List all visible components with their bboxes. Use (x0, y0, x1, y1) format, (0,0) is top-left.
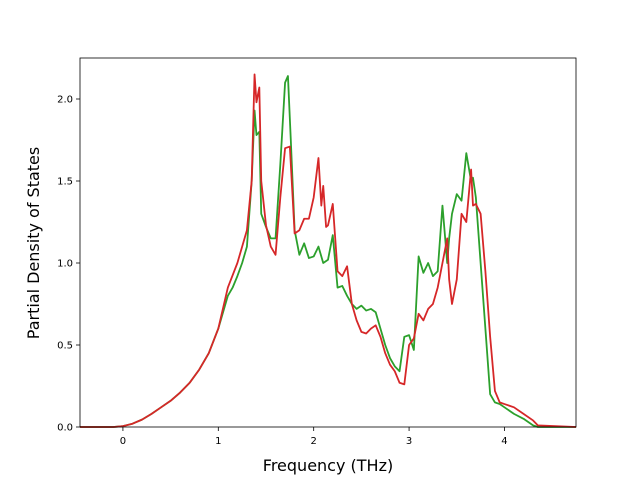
plot-frame (79, 57, 577, 428)
x-tick-label: 0 (120, 436, 126, 447)
y-axis-label: Partial Density of States (24, 147, 43, 339)
y-tick-label: 2.0 (57, 95, 73, 106)
x-tick-label: 4 (501, 436, 507, 447)
y-tick-label: 0.5 (57, 341, 73, 352)
series-line-2 (80, 73, 577, 428)
series-layer (80, 73, 577, 428)
x-tick-label: 3 (406, 436, 412, 447)
y-tick-label: 1.5 (57, 177, 73, 188)
y-tick-label: 0.0 (57, 423, 73, 434)
x-axis-ticks: 0 1 2 3 4 (120, 427, 508, 447)
x-tick-label: 1 (215, 436, 221, 447)
y-axis-ticks: 0.0 0.5 1.0 1.5 2.0 (57, 95, 80, 434)
y-tick-label: 1.0 (57, 259, 73, 270)
x-tick-label: 2 (311, 436, 317, 447)
series-line-1 (80, 75, 576, 428)
x-axis-label: Frequency (THz) (263, 456, 393, 475)
